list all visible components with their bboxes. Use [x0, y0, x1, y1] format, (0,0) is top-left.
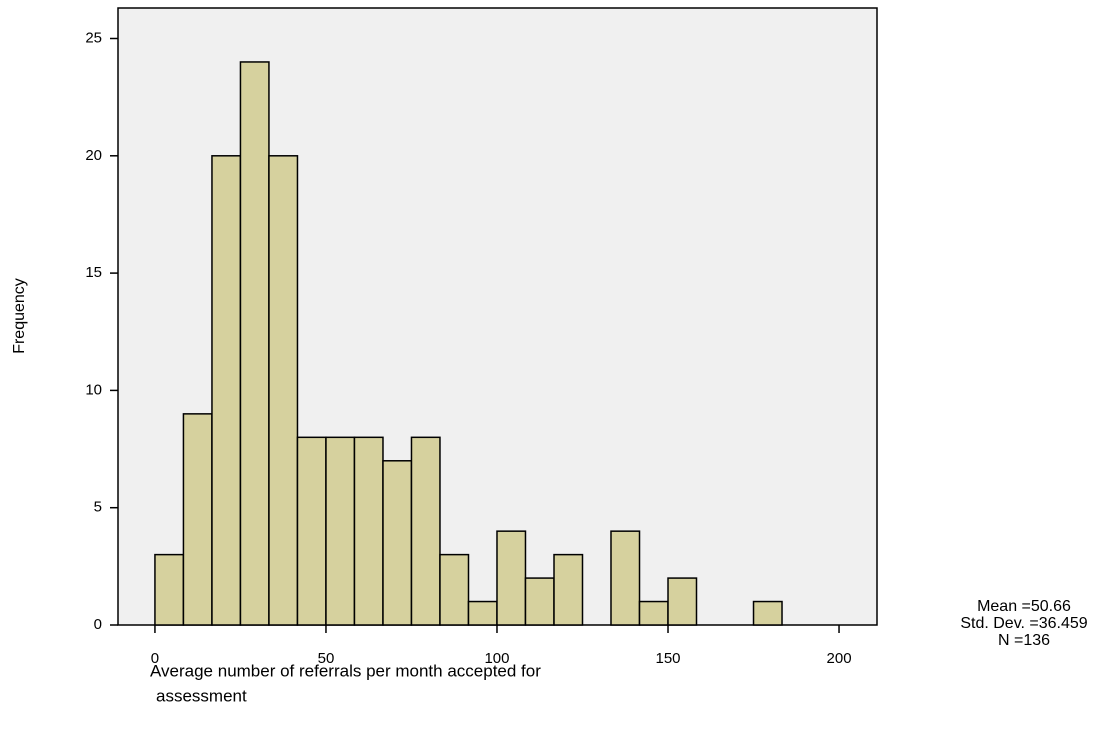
bar: [752, 600, 783, 626]
bar: [325, 436, 356, 626]
x-tick-label: 100: [484, 650, 509, 667]
y-axis-label: Frequency: [11, 278, 28, 354]
bar: [553, 553, 584, 626]
bar: [182, 413, 213, 626]
x-tick-label: 50: [318, 650, 335, 667]
bar: [353, 436, 384, 626]
bar: [496, 530, 527, 626]
stats-text: Std. Dev. =36.459: [960, 615, 1087, 632]
bar: [610, 530, 641, 626]
stats-text: Mean =50.66: [977, 598, 1071, 615]
bar: [667, 577, 698, 626]
bar: [211, 155, 242, 626]
x-tick-label: 0: [151, 650, 159, 667]
x-tick-label: 150: [655, 650, 680, 667]
x-tick-label: 200: [827, 650, 852, 667]
x-axis-label: assessment: [156, 686, 247, 705]
bar: [268, 155, 299, 626]
stats-text: N =136: [998, 632, 1050, 649]
y-tick-label: 5: [94, 499, 102, 516]
bar: [439, 553, 470, 626]
bar: [638, 600, 669, 626]
bar: [296, 436, 327, 626]
bar: [154, 553, 185, 626]
y-tick-label: 0: [94, 616, 102, 633]
bar: [467, 600, 498, 626]
y-tick-label: 15: [85, 264, 102, 281]
bar: [382, 460, 413, 626]
x-axis-label: Average number of referrals per month ac…: [150, 661, 541, 680]
y-tick-label: 25: [85, 29, 102, 46]
bar: [410, 436, 441, 626]
y-tick-label: 10: [85, 381, 102, 398]
bar: [239, 61, 270, 626]
y-tick-label: 20: [85, 147, 102, 164]
bar: [524, 577, 555, 626]
